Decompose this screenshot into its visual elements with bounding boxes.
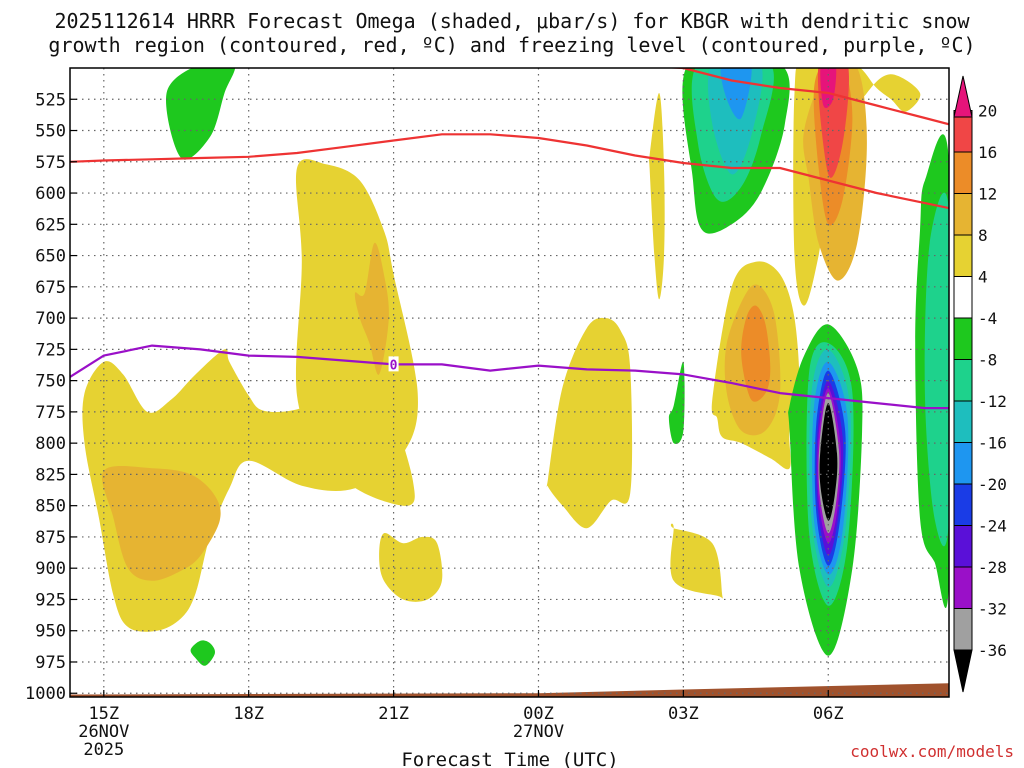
colorbar-box-7 — [953, 359, 973, 402]
colorbar-box-2 — [953, 566, 973, 609]
y-tick-label-875: 875 — [35, 528, 66, 548]
colorbar-label-12: 12 — [978, 185, 997, 204]
omega-region-32 — [819, 403, 838, 521]
x-tick-label-03Z: 03Z — [668, 704, 699, 724]
y-tick-label-925: 925 — [35, 590, 66, 610]
y-tick-label-575: 575 — [35, 153, 66, 173]
y-tick-label-750: 750 — [35, 372, 66, 392]
y-tick-label-975: 975 — [35, 653, 66, 673]
freezing-level-contour — [70, 344, 949, 410]
omega-colorbar: -36 -32 -28 -24 -20 -16 -12 -8 -4 4 8 12 16 20 — [953, 75, 1007, 693]
y-tick-label-900: 900 — [35, 559, 66, 579]
omega-region-15 — [166, 68, 236, 160]
colorbar-label-8: 8 — [978, 226, 988, 245]
y-tick-label-850: 850 — [35, 497, 66, 517]
chart-title-line1: 2025112614 HRRR Forecast Omega (shaded, … — [54, 9, 970, 33]
x-axis-label: Forecast Time (UTC) — [401, 749, 618, 768]
plot-frame — [69, 67, 950, 698]
colorbar-tri-low — [953, 649, 973, 693]
omega-region-7 — [101, 465, 221, 581]
credit-text: coolwx.com/models — [850, 742, 1014, 761]
freezing-label: 0 — [390, 358, 398, 373]
y-tick-label-825: 825 — [35, 465, 66, 485]
omega-region-3 — [670, 523, 723, 599]
omega-region-23 — [924, 192, 949, 546]
y-tick-label-600: 600 — [35, 184, 66, 204]
omega-region-17 — [668, 361, 685, 444]
colorbar-box-5 — [953, 442, 973, 485]
y-tick-label-650: 650 — [35, 247, 66, 267]
omega-region-11 — [741, 305, 771, 402]
chart-title-line2: growth region (contoured, red, ºC) and f… — [48, 33, 976, 57]
dgz-top-contour — [70, 133, 949, 210]
colorbar-box-10 — [953, 234, 973, 277]
dotted-grid — [70, 68, 949, 697]
freezing-label-bg — [388, 356, 399, 372]
x-year-label: 2025 — [83, 740, 124, 760]
omega-region-1 — [379, 532, 443, 602]
terrain-fill — [70, 683, 949, 697]
colorbar-box-4 — [953, 483, 973, 526]
omega-region-2 — [546, 317, 633, 529]
x-tick-label-15Z: 15Z — [88, 704, 119, 724]
y-tick-label-700: 700 — [35, 309, 66, 329]
colorbar-box-11 — [953, 193, 973, 236]
y-tick-label-725: 725 — [35, 340, 66, 360]
colorbar-tri-high — [953, 75, 973, 118]
x-tick-label-06Z: 06Z — [813, 704, 844, 724]
y-tick-label-525: 525 — [35, 90, 66, 110]
x-tick-label-18Z: 18Z — [233, 704, 264, 724]
pressure-axis: 525 550 575 600 625 650 675 700 725 750 775 800 825 8… — [25, 90, 77, 704]
contour-lines: 0 — [70, 68, 949, 410]
colorbar-label--36: -36 — [978, 641, 1007, 660]
colorbar-box-12 — [953, 151, 973, 194]
omega-region-14 — [820, 68, 837, 108]
omega-region-24 — [707, 68, 763, 175]
y-tick-label-950: 950 — [35, 622, 66, 642]
colorbar-label-20: 20 — [978, 102, 997, 121]
y-tick-label-675: 675 — [35, 278, 66, 298]
colorbar-label--20: -20 — [978, 475, 1007, 494]
y-tick-label-775: 775 — [35, 403, 66, 423]
colorbar-label--4: -4 — [978, 309, 997, 328]
dgz-bottom-contour — [662, 68, 949, 126]
omega-region-4 — [648, 92, 665, 300]
x-date-label: 26NOV — [78, 722, 129, 742]
colorbar-box-6 — [953, 400, 973, 443]
colorbar-box-1 — [953, 608, 973, 651]
colorbar-box-8 — [953, 317, 973, 360]
y-tick-label-800: 800 — [35, 434, 66, 454]
omega-shading — [70, 68, 949, 697]
colorbar-box-9 — [953, 276, 973, 319]
x-tick-label-00Z: 00Z — [523, 704, 554, 724]
colorbar-label-16: 16 — [978, 143, 997, 162]
y-tick-label-1000: 1000 — [25, 684, 66, 704]
colorbar-label-4: 4 — [978, 268, 988, 287]
colorbar-label--24: -24 — [978, 517, 1007, 536]
colorbar-label--8: -8 — [978, 351, 997, 370]
y-tick-label-550: 550 — [35, 122, 66, 142]
omega-region-16 — [190, 640, 216, 666]
colorbar-label--16: -16 — [978, 434, 1007, 453]
y-tick-label-625: 625 — [35, 215, 66, 235]
colorbar-label--28: -28 — [978, 558, 1007, 577]
colorbar-label--12: -12 — [978, 392, 1007, 411]
colorbar-label--32: -32 — [978, 600, 1007, 619]
omega-region-26 — [720, 68, 752, 120]
x-tick-label-21Z: 21Z — [378, 704, 409, 724]
x-date-label: 27NOV — [513, 722, 564, 742]
omega-region-8 — [354, 242, 389, 375]
colorbar-box-3 — [953, 525, 973, 568]
